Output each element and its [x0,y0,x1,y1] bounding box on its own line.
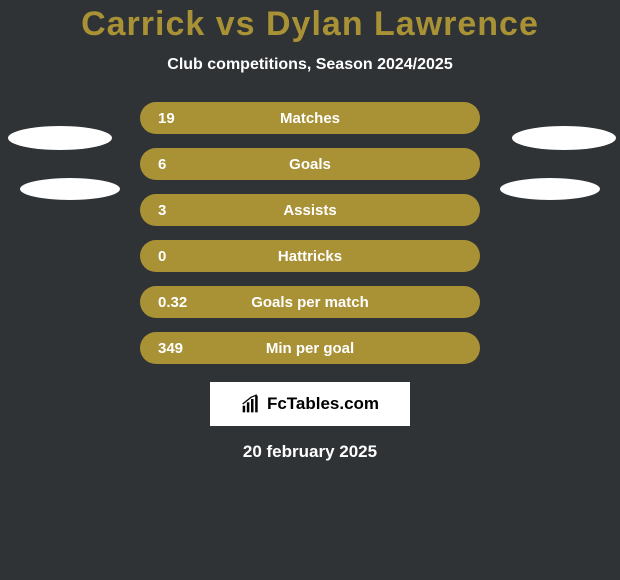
page-subtitle: Club competitions, Season 2024/2025 [167,56,452,74]
stat-bar: 3 Assists [140,194,480,226]
date-text: 20 february 2025 [243,442,377,462]
stat-label: Matches [280,110,340,127]
stat-value: 0 [158,248,208,265]
stat-value: 19 [158,110,208,127]
main-container: Carrick vs Dylan Lawrence Club competiti… [0,0,620,580]
stat-row-matches: 19 Matches [0,102,620,134]
stat-row-goals-per-match: 0.32 Goals per match [0,286,620,318]
stat-bar: 0.32 Goals per match [140,286,480,318]
stat-row-min-per-goal: 349 Min per goal [0,332,620,364]
stat-bar: 6 Goals [140,148,480,180]
stat-value: 3 [158,202,208,219]
stat-row-goals: 6 Goals [0,148,620,180]
stat-bar: 349 Min per goal [140,332,480,364]
stat-value: 6 [158,156,208,173]
stat-value: 349 [158,340,208,357]
stat-bar: 19 Matches [140,102,480,134]
stat-row-assists: 3 Assists [0,194,620,226]
stat-label: Min per goal [266,340,354,357]
stat-label: Goals [289,156,331,173]
chart-icon [241,394,261,414]
logo-text: FcTables.com [267,394,379,414]
stat-row-hattricks: 0 Hattricks [0,240,620,272]
stat-value: 0.32 [158,294,208,311]
logo-box: FcTables.com [210,382,410,426]
stat-label: Assists [283,202,336,219]
page-title: Carrick vs Dylan Lawrence [81,5,539,44]
stat-label: Goals per match [251,294,369,311]
stat-bar: 0 Hattricks [140,240,480,272]
stat-label: Hattricks [278,248,342,265]
